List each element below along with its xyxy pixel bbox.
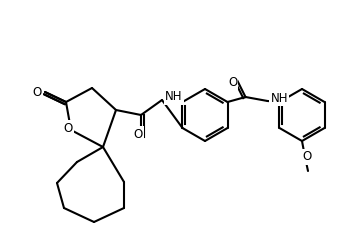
Text: O: O — [228, 76, 237, 90]
Text: O: O — [133, 128, 143, 140]
Text: NH: NH — [165, 90, 183, 104]
Text: NH: NH — [270, 92, 288, 104]
Text: O: O — [32, 86, 42, 98]
Text: O: O — [64, 122, 73, 134]
Text: O: O — [302, 150, 311, 164]
